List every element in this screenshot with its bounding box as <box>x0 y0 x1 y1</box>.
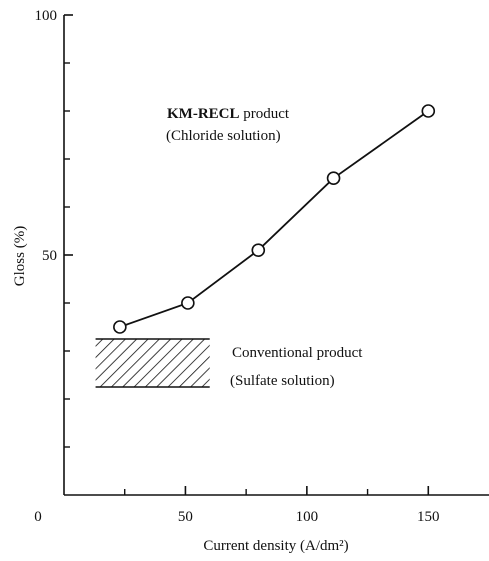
km-recl-label-bold: KM-RECL <box>167 106 240 122</box>
series <box>113 104 436 334</box>
x-axis-title: Current density (A/dm²) <box>203 538 348 554</box>
x-tick-label: 100 <box>296 509 319 525</box>
conventional-label-line1: Conventional product <box>232 345 363 361</box>
km-recl-data-point <box>251 243 266 257</box>
x-tick-label: 150 <box>417 509 440 525</box>
y-tick-label: 50 <box>42 248 57 264</box>
y-tick-label: 100 <box>35 8 58 24</box>
x-tick-label: 0 <box>34 509 42 525</box>
axes <box>63 15 489 496</box>
km-recl-data-point <box>181 296 195 310</box>
conventional-product-region <box>95 339 210 387</box>
km-recl-label-line2: (Chloride solution) <box>166 128 281 144</box>
x-tick-label: 50 <box>178 509 193 525</box>
km-recl-label: KM-RECL product <box>167 106 290 122</box>
km-recl-label-rest: product <box>240 106 290 122</box>
y-axis-title: Gloss (%) <box>12 226 28 286</box>
km-recl-data-point <box>326 171 341 185</box>
km-recl-data-point <box>113 320 127 334</box>
km-recl-data-point <box>421 104 436 118</box>
regions <box>95 338 210 388</box>
ticks: 50 100 0 50 100 150 <box>34 8 439 525</box>
conventional-label-line2: (Sulfate solution) <box>230 373 335 389</box>
